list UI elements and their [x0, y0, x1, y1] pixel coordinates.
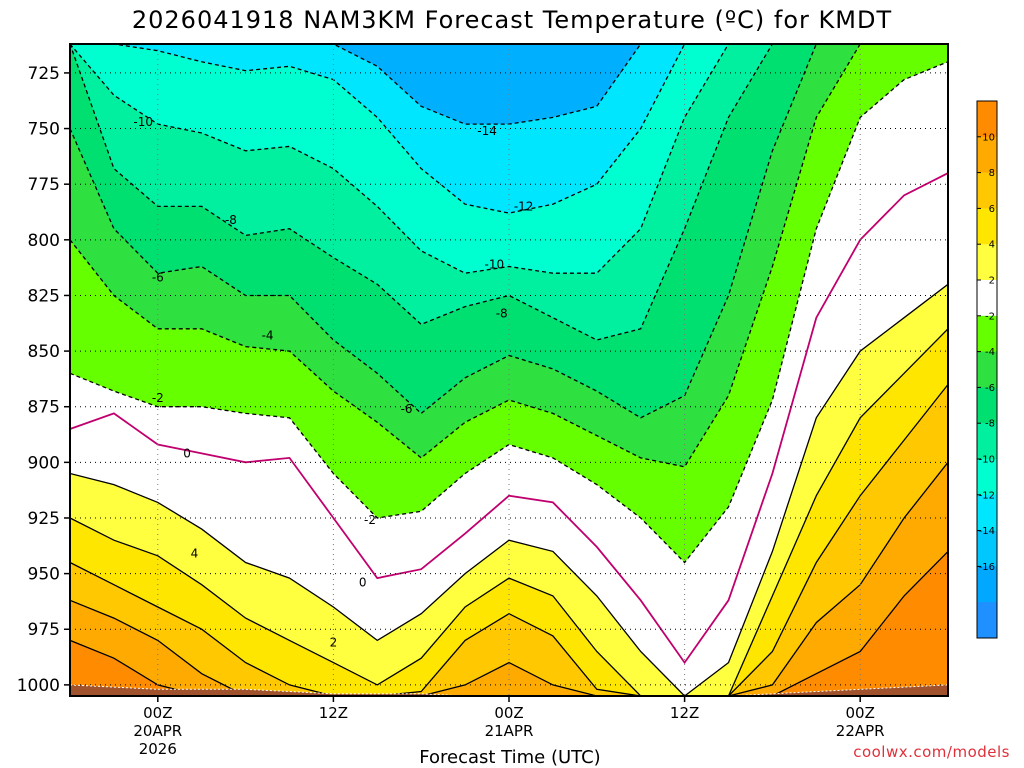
- y-tick-label: 1000: [17, 676, 60, 696]
- colorbar-label: 4: [989, 240, 995, 251]
- contour-label: -14: [477, 124, 497, 138]
- contour-label: -10: [133, 115, 153, 129]
- credit-link[interactable]: coolwx.com/models: [853, 743, 1010, 761]
- contour-label: -2: [152, 391, 164, 405]
- y-tick-label: 975: [28, 620, 60, 640]
- y-tick-label: 750: [28, 120, 60, 140]
- isotherm-line-10: [70, 550, 948, 696]
- colorbar-swatch: [977, 494, 997, 532]
- fill-band-10: [70, 551, 948, 696]
- colorbar-label: 8: [989, 168, 995, 179]
- colorbar-swatch: [977, 244, 997, 281]
- x-tick-label: 20APR: [133, 722, 182, 740]
- contour-label: -12: [514, 199, 534, 213]
- x-tick-label: 00Z: [494, 704, 523, 722]
- y-tick-label: 725: [28, 64, 60, 84]
- colorbar-swatch: [977, 315, 997, 353]
- x-tick-label: 21APR: [485, 722, 534, 740]
- colorbar-label: -12: [979, 490, 995, 501]
- colorbar-label: -2: [985, 311, 995, 322]
- isotherm-line-6: [70, 384, 948, 696]
- y-tick-label: 900: [28, 453, 60, 473]
- isotherm-line--4: [70, 44, 948, 468]
- colorbar-swatch: [977, 459, 997, 496]
- colorbar: 10 8 6 4 2 -2 -4 -6 -8 -10 -12 -14 -16: [976, 100, 998, 639]
- contour-label: 0: [183, 446, 191, 460]
- colorbar-swatch: [977, 602, 997, 639]
- x-tick-label: 12Z: [670, 704, 699, 722]
- colorbar-label: -4: [985, 347, 995, 358]
- temperature-fill-bands: [70, 44, 948, 696]
- isotherm-line--10: [70, 44, 948, 274]
- chart-title: 2026041918 NAM3KM Forecast Temperature (…: [132, 6, 892, 34]
- colorbar-label: 2: [989, 276, 995, 287]
- isotherm-line-8: [70, 461, 948, 696]
- isotherm-line-0: [70, 172, 948, 665]
- contour-label: -6: [401, 402, 413, 416]
- colorbar-swatch: [977, 530, 997, 567]
- contour-labels: -14 -12 -10 -10 -8 -8 -6 -6 -4 -2 -2 0 0 2 4: [133, 115, 533, 650]
- isotherm-lines: [70, 44, 948, 696]
- y-tick-label: 825: [28, 286, 60, 306]
- y-tick-label: 950: [28, 565, 60, 585]
- isotherm-line-2: [70, 283, 948, 696]
- y-tick-label: 800: [28, 231, 60, 251]
- colorbar-swatch: [977, 280, 997, 317]
- y-tick-label: 775: [28, 175, 60, 195]
- contour-label: 2: [330, 636, 338, 650]
- colorbar-label: -10: [979, 455, 995, 466]
- contour-label: -8: [225, 213, 237, 227]
- contour-label: -10: [485, 257, 505, 271]
- x-tick-label: 12Z: [319, 704, 348, 722]
- dotted-grid: [70, 44, 948, 696]
- ground-area: [70, 684, 948, 696]
- colorbar-label: -14: [979, 526, 995, 537]
- colorbar-label: 10: [982, 132, 995, 143]
- ground-surface: [70, 684, 948, 696]
- contour-label: 4: [191, 547, 199, 561]
- isotherm-line--12: [70, 44, 948, 214]
- colorbar-label: -6: [985, 383, 995, 394]
- colorbar-label: -16: [979, 562, 995, 573]
- colorbar-swatch: [977, 208, 997, 245]
- colorbar-swatch: [977, 387, 997, 424]
- contour-label: -6: [152, 271, 164, 285]
- x-axis-label: Forecast Time (UTC): [419, 747, 600, 768]
- x-tick-label: 00Z: [846, 704, 875, 722]
- colorbar-swatch: [977, 136, 997, 174]
- x-tick-label: 00Z: [143, 704, 172, 722]
- colorbar-swatch: [977, 566, 997, 603]
- pressure-axis: 725 750 775 800 825 850 875 900 925 950 975 1000: [17, 64, 70, 696]
- y-tick-label: 875: [28, 398, 60, 418]
- x-tick-label: 22APR: [836, 722, 885, 740]
- y-tick-label: 850: [28, 342, 60, 362]
- contour-label: -2: [364, 513, 376, 527]
- fill-band-0: [70, 173, 948, 696]
- isotherm-line--6: [70, 44, 948, 419]
- x-tick-label: 2026: [139, 740, 177, 758]
- contour-label: -8: [496, 306, 508, 320]
- contour-label: 0: [359, 576, 367, 590]
- colorbar-label: 6: [989, 204, 995, 215]
- colorbar-swatch: [977, 101, 997, 138]
- colorbar-swatch: [977, 172, 997, 209]
- colorbar-swatch: [977, 351, 997, 388]
- colorbar-frame: [976, 100, 998, 639]
- isotherm-line-4: [70, 328, 948, 696]
- colorbar-label: -8: [985, 419, 995, 430]
- fill-band-2: [70, 284, 948, 696]
- colorbar-swatch: [977, 423, 997, 460]
- y-tick-label: 925: [28, 509, 60, 529]
- contour-label: -4: [262, 329, 274, 343]
